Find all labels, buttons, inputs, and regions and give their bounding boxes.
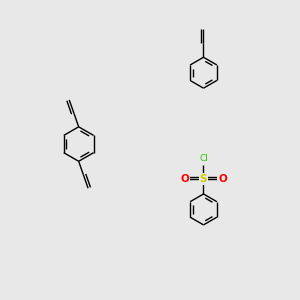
Text: O: O <box>180 174 189 184</box>
Text: S: S <box>200 174 207 184</box>
Text: O: O <box>218 174 227 184</box>
Text: Cl: Cl <box>199 154 208 164</box>
